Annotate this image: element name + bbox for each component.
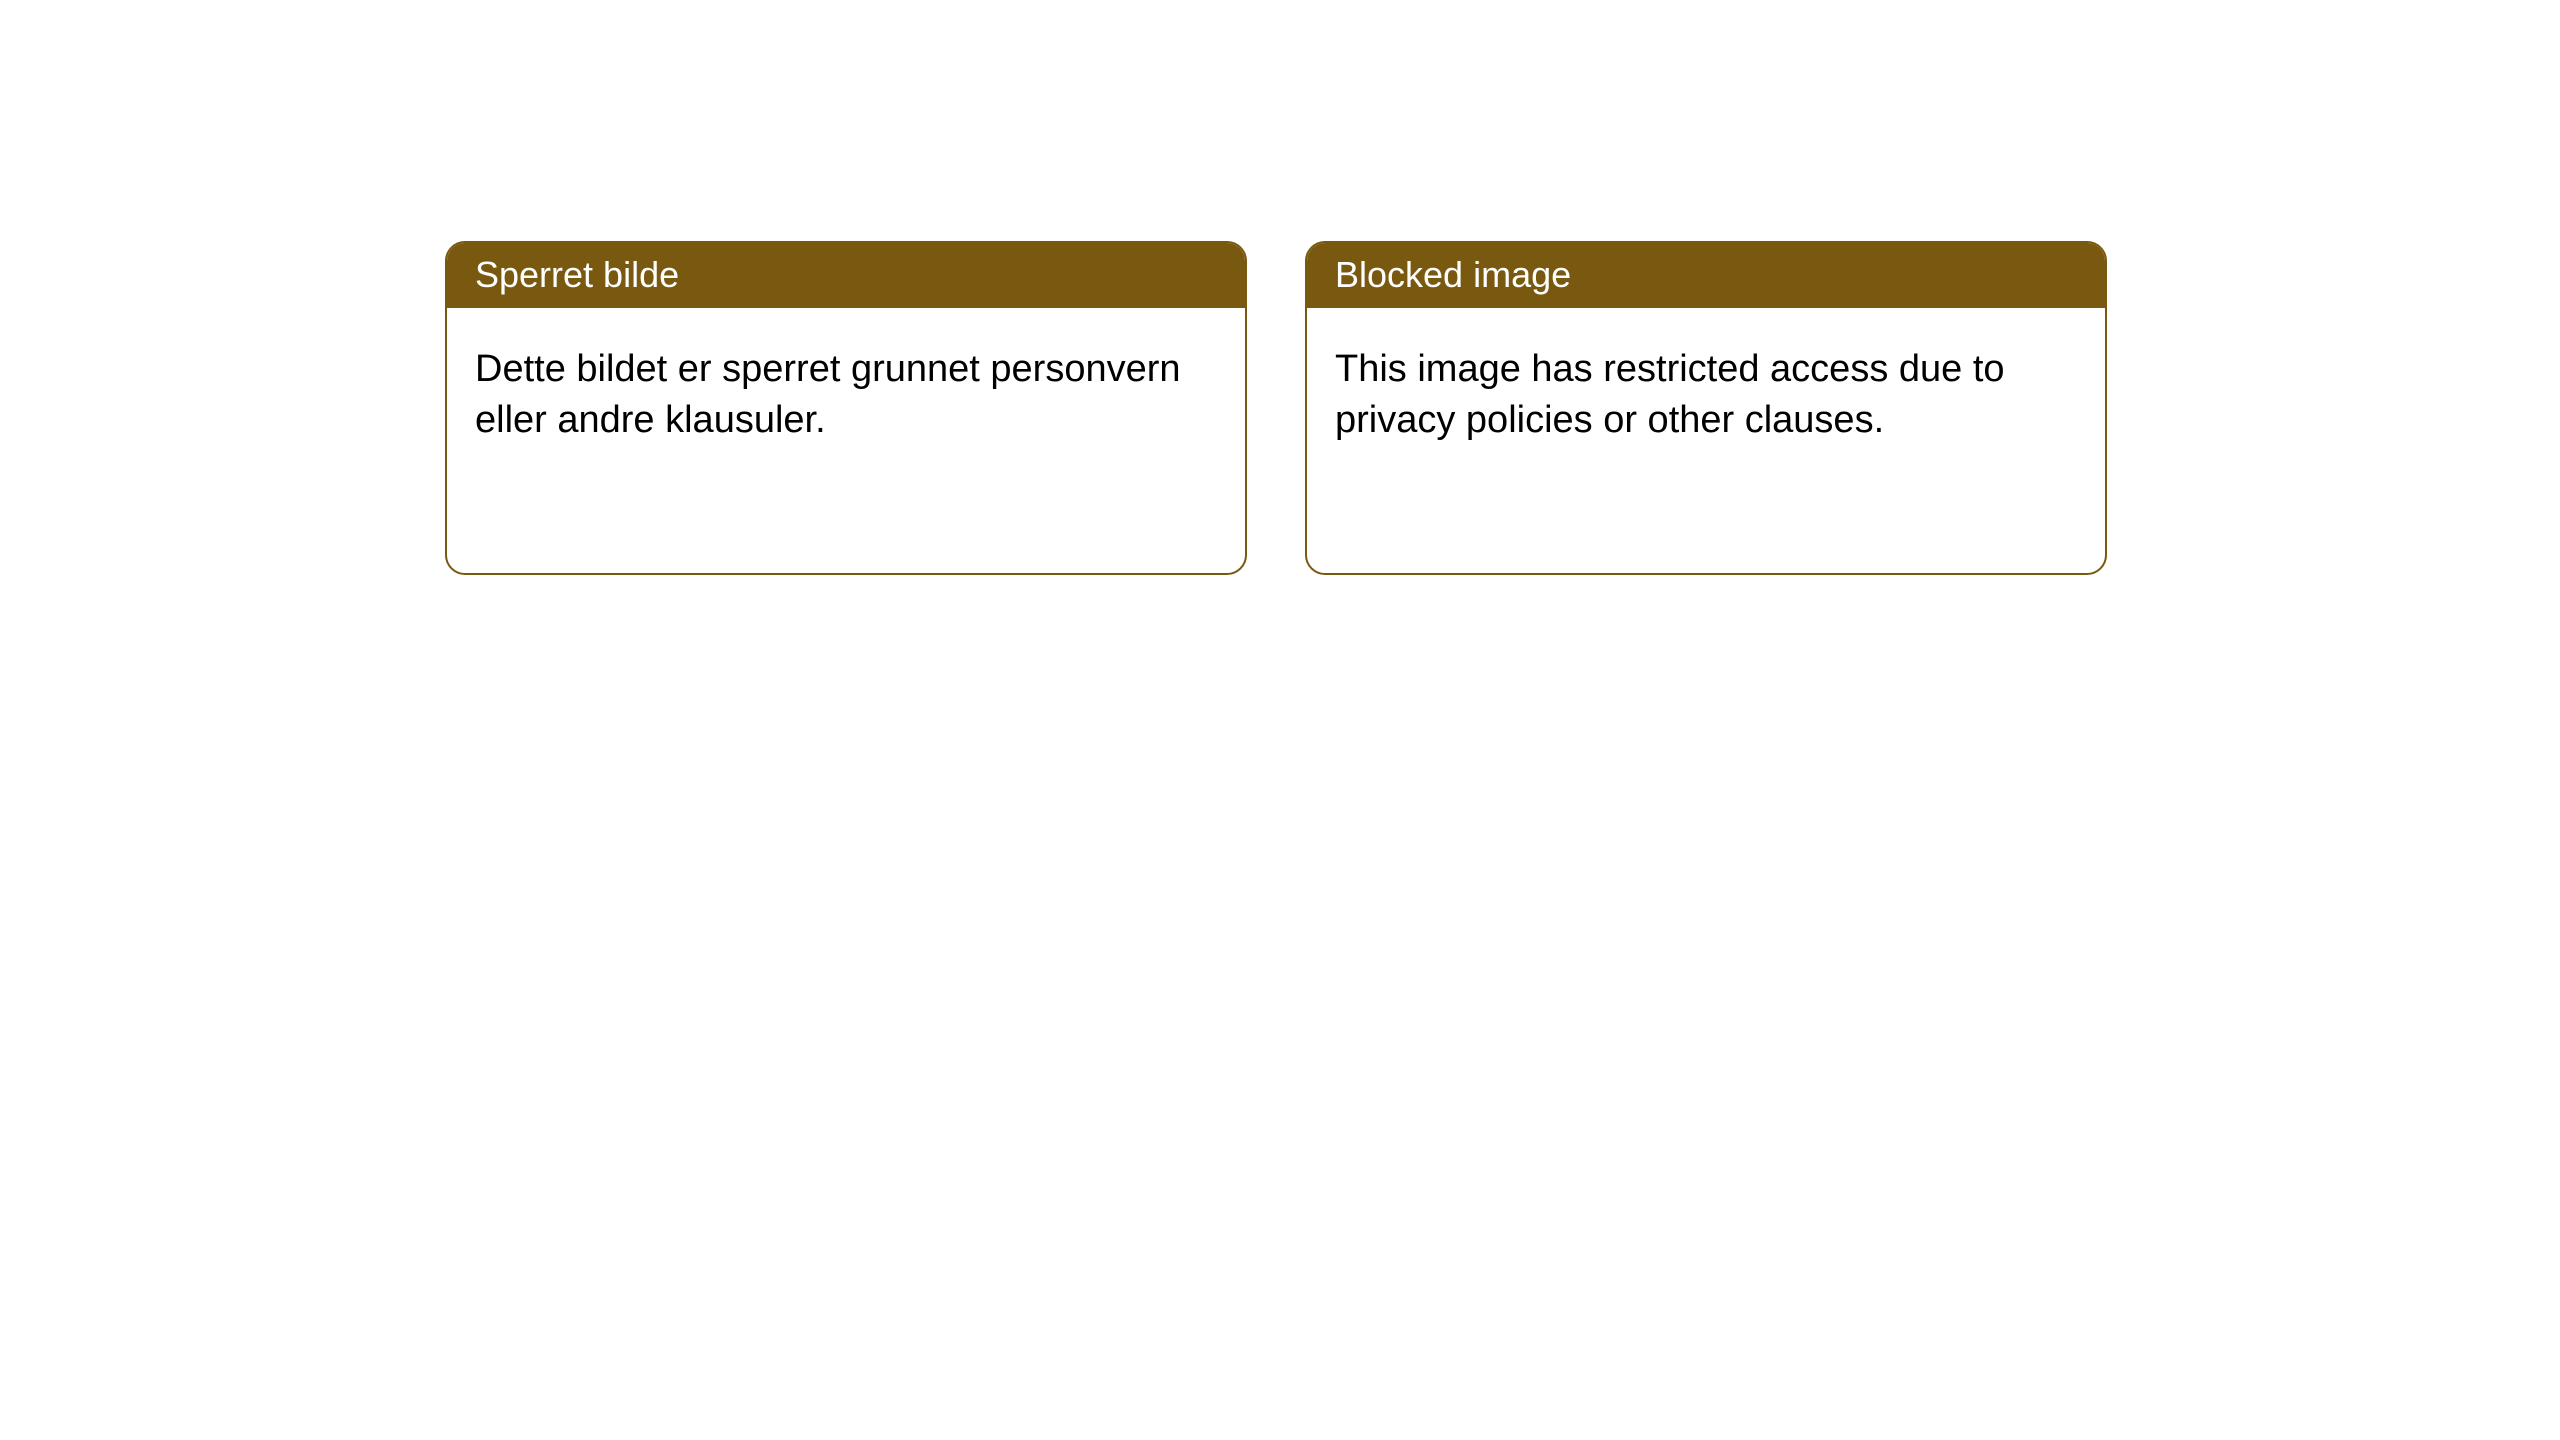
notice-header: Sperret bilde	[447, 243, 1245, 308]
notice-text: This image has restricted access due to …	[1335, 348, 2005, 441]
notice-title: Blocked image	[1335, 254, 1571, 295]
notice-card-english: Blocked image This image has restricted …	[1305, 241, 2107, 575]
notice-header: Blocked image	[1307, 243, 2105, 308]
notice-card-norwegian: Sperret bilde Dette bildet er sperret gr…	[445, 241, 1247, 575]
notice-text: Dette bildet er sperret grunnet personve…	[475, 348, 1181, 441]
notice-body: Dette bildet er sperret grunnet personve…	[447, 308, 1245, 475]
notice-cards-container: Sperret bilde Dette bildet er sperret gr…	[445, 241, 2107, 575]
notice-title: Sperret bilde	[475, 254, 679, 295]
notice-body: This image has restricted access due to …	[1307, 308, 2105, 475]
